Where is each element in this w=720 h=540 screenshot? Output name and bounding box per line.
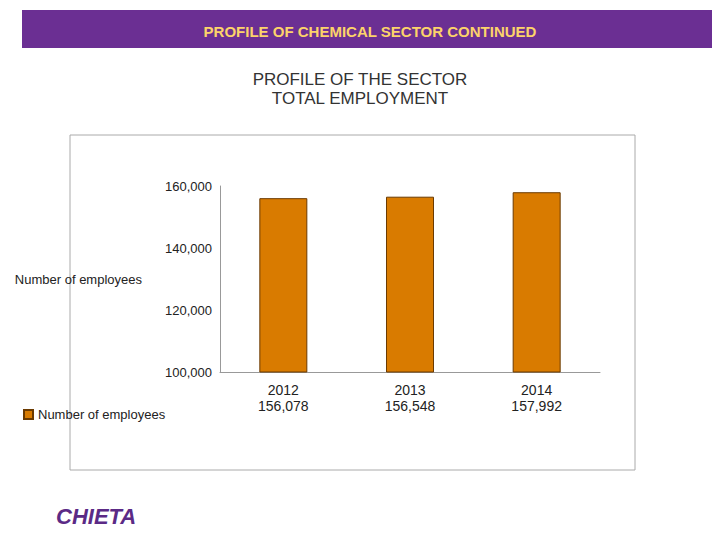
svg-text:160,000: 160,000 bbox=[165, 179, 212, 194]
svg-text:100,000: 100,000 bbox=[165, 365, 212, 380]
svg-text:Number of employees: Number of employees bbox=[15, 272, 143, 287]
svg-text:156,078: 156,078 bbox=[258, 398, 309, 414]
svg-text:140,000: 140,000 bbox=[165, 241, 212, 256]
svg-text:156,548: 156,548 bbox=[385, 398, 436, 414]
svg-text:Number of employees: Number of employees bbox=[38, 407, 166, 422]
svg-text:PROFILE OF CHEMICAL SECTOR CON: PROFILE OF CHEMICAL SECTOR CONTINUED bbox=[204, 23, 537, 40]
svg-text:PROFILE OF THE SECTOR: PROFILE OF THE SECTOR bbox=[253, 70, 468, 89]
svg-text:157,992: 157,992 bbox=[511, 398, 562, 414]
svg-text:CHIETA: CHIETA bbox=[56, 504, 136, 529]
svg-text:2012: 2012 bbox=[268, 382, 299, 398]
svg-text:TOTAL EMPLOYMENT: TOTAL EMPLOYMENT bbox=[272, 89, 448, 108]
svg-text:2014: 2014 bbox=[521, 382, 552, 398]
svg-text:120,000: 120,000 bbox=[165, 303, 212, 318]
svg-text:2013: 2013 bbox=[394, 382, 425, 398]
